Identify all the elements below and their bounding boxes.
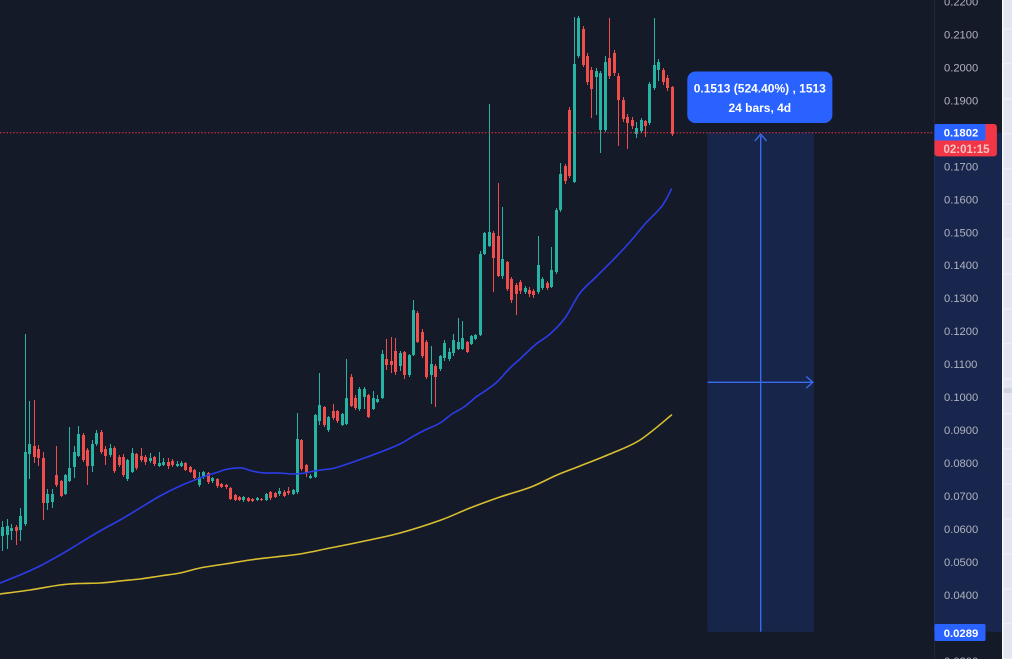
svg-text:0.1513 (524.40%) , 1513: 0.1513 (524.40%) , 1513 (694, 81, 826, 95)
svg-text:0.0200: 0.0200 (944, 656, 978, 659)
svg-text:0.0900: 0.0900 (944, 425, 978, 437)
svg-text:0.0700: 0.0700 (944, 491, 978, 503)
svg-text:0.0500: 0.0500 (944, 557, 978, 569)
svg-text:0.1900: 0.1900 (944, 95, 978, 107)
svg-text:0.0400: 0.0400 (944, 590, 978, 602)
svg-text:0.0600: 0.0600 (944, 524, 978, 536)
svg-text:0.1200: 0.1200 (944, 326, 978, 338)
svg-text:02:01:15: 02:01:15 (943, 144, 990, 156)
svg-text:0.1100: 0.1100 (944, 359, 977, 371)
svg-text:0.2100: 0.2100 (944, 29, 978, 41)
svg-text:0.2200: 0.2200 (944, 0, 978, 9)
svg-text:0.1400: 0.1400 (944, 260, 978, 272)
svg-text:0.1000: 0.1000 (944, 392, 978, 404)
svg-text:0.0289: 0.0289 (944, 628, 979, 640)
svg-text:0.0800: 0.0800 (944, 458, 978, 470)
svg-text:0.1700: 0.1700 (944, 161, 978, 173)
svg-text:0.1600: 0.1600 (944, 194, 978, 206)
svg-text:24 bars, 4d: 24 bars, 4d (728, 101, 791, 115)
svg-text:0.1500: 0.1500 (944, 227, 978, 239)
svg-text:0.1300: 0.1300 (944, 293, 978, 305)
svg-text:0.2000: 0.2000 (944, 62, 978, 74)
svg-text:0.1802: 0.1802 (944, 128, 979, 140)
